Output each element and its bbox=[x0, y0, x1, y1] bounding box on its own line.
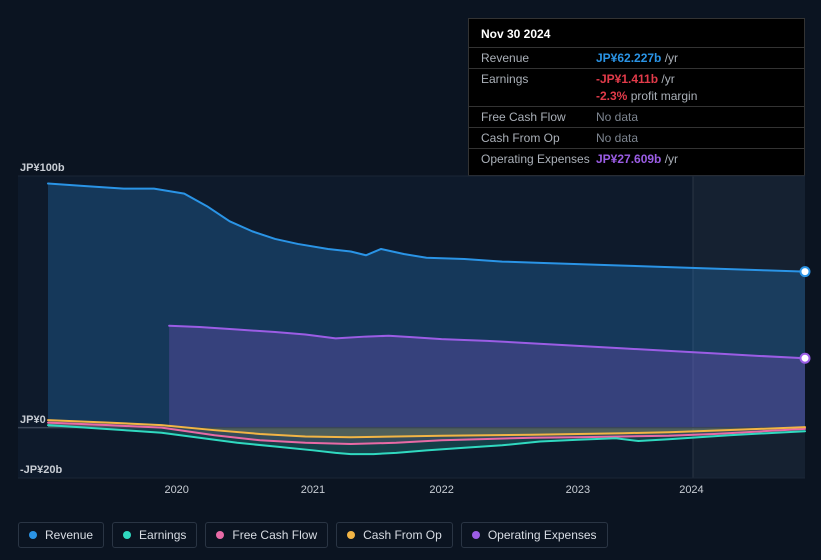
legend-label: Operating Expenses bbox=[488, 528, 597, 542]
legend-dot-icon bbox=[29, 531, 37, 539]
x-axis-label: 2022 bbox=[429, 484, 453, 496]
legend-dot-icon bbox=[472, 531, 480, 539]
legend-dot-icon bbox=[123, 531, 131, 539]
y-axis-label: JP¥0 bbox=[20, 414, 46, 426]
legend-item-cfo[interactable]: Cash From Op bbox=[336, 522, 453, 548]
legend-label: Cash From Op bbox=[363, 528, 442, 542]
legend-item-earnings[interactable]: Earnings bbox=[112, 522, 197, 548]
financials-chart[interactable] bbox=[0, 0, 821, 560]
x-axis-label: 2020 bbox=[164, 484, 188, 496]
x-axis-label: 2024 bbox=[679, 484, 703, 496]
legend-label: Revenue bbox=[45, 528, 93, 542]
y-axis-label: JP¥100b bbox=[20, 162, 65, 174]
legend-dot-icon bbox=[216, 531, 224, 539]
legend-item-opex[interactable]: Operating Expenses bbox=[461, 522, 608, 548]
chart-legend: Revenue Earnings Free Cash Flow Cash From O… bbox=[18, 522, 608, 548]
legend-dot-icon bbox=[347, 531, 355, 539]
legend-item-revenue[interactable]: Revenue bbox=[18, 522, 104, 548]
x-axis-label: 2023 bbox=[566, 484, 590, 496]
legend-item-fcf[interactable]: Free Cash Flow bbox=[205, 522, 328, 548]
y-axis-label: -JP¥20b bbox=[20, 464, 62, 476]
legend-label: Free Cash Flow bbox=[232, 528, 317, 542]
x-axis-label: 2021 bbox=[301, 484, 325, 496]
legend-label: Earnings bbox=[139, 528, 186, 542]
